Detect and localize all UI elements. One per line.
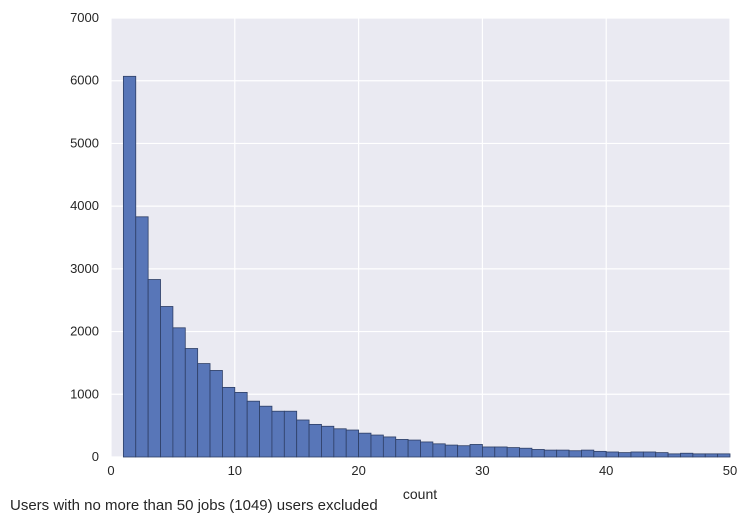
- y-tick-label: 1000: [70, 386, 99, 401]
- histogram-bar: [506, 447, 520, 458]
- histogram-bar: [655, 452, 669, 458]
- histogram-bar: [481, 446, 496, 458]
- histogram-bar: [543, 449, 558, 458]
- histogram-bar: [432, 443, 446, 458]
- histogram-bar: [321, 425, 335, 458]
- histogram-bars: [122, 75, 731, 458]
- histogram-bar: [271, 410, 285, 458]
- chart-caption: Users with no more than 50 jobs (1049) u…: [10, 497, 378, 514]
- x-axis-ticks: 0 10 20 30 40 50: [107, 463, 737, 478]
- histogram-bar: [519, 447, 533, 458]
- histogram-bar: [618, 452, 632, 458]
- histogram-bar: [197, 363, 211, 458]
- histogram-bar: [184, 348, 199, 458]
- histogram-bar: [556, 449, 570, 458]
- histogram-bar: [259, 405, 273, 458]
- x-tick-label: 20: [351, 463, 365, 478]
- y-tick-label: 2000: [70, 324, 99, 339]
- histogram-bar: [457, 445, 471, 458]
- histogram-bar: [296, 419, 310, 458]
- x-tick-label: 0: [107, 463, 114, 478]
- x-axis-label: count: [403, 486, 437, 502]
- histogram-bar: [630, 451, 644, 458]
- histogram-bar: [333, 428, 347, 458]
- histogram-bar: [147, 279, 161, 458]
- x-tick-label: 50: [723, 463, 737, 478]
- histogram-bar: [135, 216, 149, 458]
- histogram-bar: [382, 436, 397, 458]
- histogram-bar: [692, 453, 706, 458]
- histogram-bar: [494, 446, 508, 458]
- histogram-bar: [420, 441, 434, 458]
- y-axis-ticks: 0 1000 2000 3000 4000 5000 6000 7000: [70, 10, 99, 464]
- histogram-bar: [160, 306, 174, 458]
- histogram-bar: [593, 450, 607, 458]
- histogram-bar: [222, 386, 236, 458]
- histogram-bar: [283, 410, 298, 458]
- y-tick-label: 0: [92, 449, 99, 464]
- histogram-bar: [531, 449, 545, 458]
- histogram-bar: [667, 453, 681, 458]
- y-tick-label: 6000: [70, 73, 99, 88]
- x-tick-label: 10: [228, 463, 242, 478]
- y-tick-label: 5000: [70, 135, 99, 150]
- histogram-bar: [370, 434, 384, 458]
- histogram-bar: [234, 392, 248, 458]
- x-tick-label: 40: [599, 463, 613, 478]
- histogram-bar: [581, 449, 595, 458]
- y-tick-label: 4000: [70, 198, 99, 213]
- histogram-bar: [469, 444, 483, 458]
- y-tick-label: 7000: [70, 10, 99, 25]
- histogram-bar: [680, 452, 694, 458]
- histogram-bar: [407, 439, 421, 458]
- histogram-bar: [704, 453, 719, 458]
- histogram-bar: [717, 453, 731, 458]
- histogram-bar: [345, 429, 360, 458]
- histogram-bar: [308, 423, 322, 458]
- histogram-bar: [605, 451, 619, 458]
- histogram-bar: [395, 439, 409, 458]
- histogram-bar: [568, 450, 582, 458]
- grid-lines: [110, 17, 731, 458]
- x-tick-label: 30: [475, 463, 489, 478]
- histogram-bar: [642, 451, 657, 458]
- histogram-bar: [209, 370, 223, 458]
- histogram-bar: [358, 432, 372, 458]
- y-tick-label: 3000: [70, 261, 99, 276]
- histogram-bar: [172, 327, 186, 458]
- histogram-bar: [122, 75, 137, 458]
- histogram-bar: [444, 444, 459, 458]
- histogram-bar: [246, 400, 260, 458]
